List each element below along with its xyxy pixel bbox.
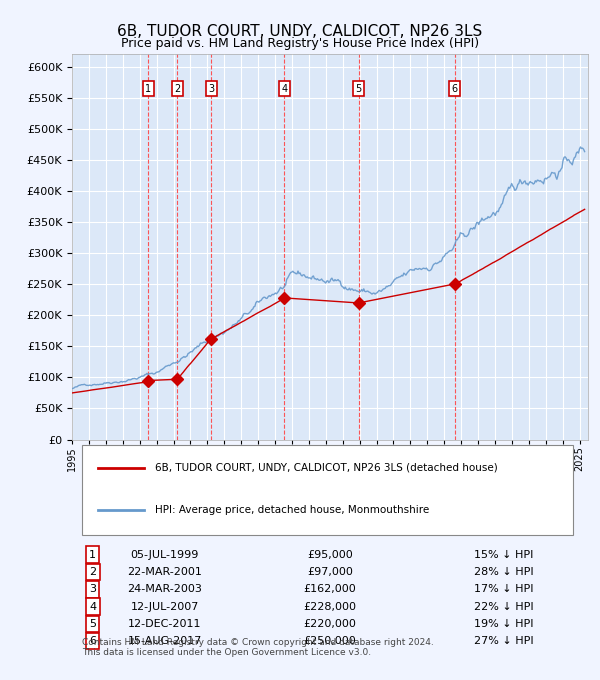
Text: £250,000: £250,000 — [304, 636, 356, 646]
Text: £97,000: £97,000 — [307, 567, 353, 577]
Text: 4: 4 — [281, 84, 287, 94]
Text: 15-AUG-2017: 15-AUG-2017 — [128, 636, 202, 646]
Text: 2: 2 — [174, 84, 181, 94]
Text: 17% ↓ HPI: 17% ↓ HPI — [475, 584, 534, 594]
Text: 22% ↓ HPI: 22% ↓ HPI — [475, 602, 534, 611]
Text: £228,000: £228,000 — [304, 602, 356, 611]
Text: 6B, TUDOR COURT, UNDY, CALDICOT, NP26 3LS: 6B, TUDOR COURT, UNDY, CALDICOT, NP26 3L… — [118, 24, 482, 39]
Text: 27% ↓ HPI: 27% ↓ HPI — [475, 636, 534, 646]
Text: HPI: Average price, detached house, Monmouthshire: HPI: Average price, detached house, Monm… — [155, 505, 429, 515]
Text: 15% ↓ HPI: 15% ↓ HPI — [475, 549, 534, 560]
FancyBboxPatch shape — [82, 445, 572, 535]
Text: 1: 1 — [89, 549, 96, 560]
Text: 5: 5 — [356, 84, 362, 94]
Text: 1: 1 — [145, 84, 151, 94]
Text: 12-JUL-2007: 12-JUL-2007 — [131, 602, 199, 611]
Text: 28% ↓ HPI: 28% ↓ HPI — [475, 567, 534, 577]
Text: £162,000: £162,000 — [304, 584, 356, 594]
Text: £95,000: £95,000 — [307, 549, 353, 560]
Text: 6: 6 — [89, 636, 96, 646]
Text: £220,000: £220,000 — [304, 619, 356, 629]
Text: 3: 3 — [89, 584, 96, 594]
Text: 3: 3 — [208, 84, 214, 94]
Text: 2: 2 — [89, 567, 96, 577]
Text: 05-JUL-1999: 05-JUL-1999 — [131, 549, 199, 560]
Text: Contains HM Land Registry data © Crown copyright and database right 2024.
This d: Contains HM Land Registry data © Crown c… — [82, 638, 434, 657]
Text: 6B, TUDOR COURT, UNDY, CALDICOT, NP26 3LS (detached house): 6B, TUDOR COURT, UNDY, CALDICOT, NP26 3L… — [155, 463, 497, 473]
Text: 12-DEC-2011: 12-DEC-2011 — [128, 619, 202, 629]
Text: Price paid vs. HM Land Registry's House Price Index (HPI): Price paid vs. HM Land Registry's House … — [121, 37, 479, 50]
Text: 19% ↓ HPI: 19% ↓ HPI — [475, 619, 534, 629]
Text: 5: 5 — [89, 619, 96, 629]
Text: 6: 6 — [452, 84, 458, 94]
Text: 22-MAR-2001: 22-MAR-2001 — [127, 567, 202, 577]
Text: 24-MAR-2003: 24-MAR-2003 — [127, 584, 202, 594]
Text: 4: 4 — [89, 602, 96, 611]
